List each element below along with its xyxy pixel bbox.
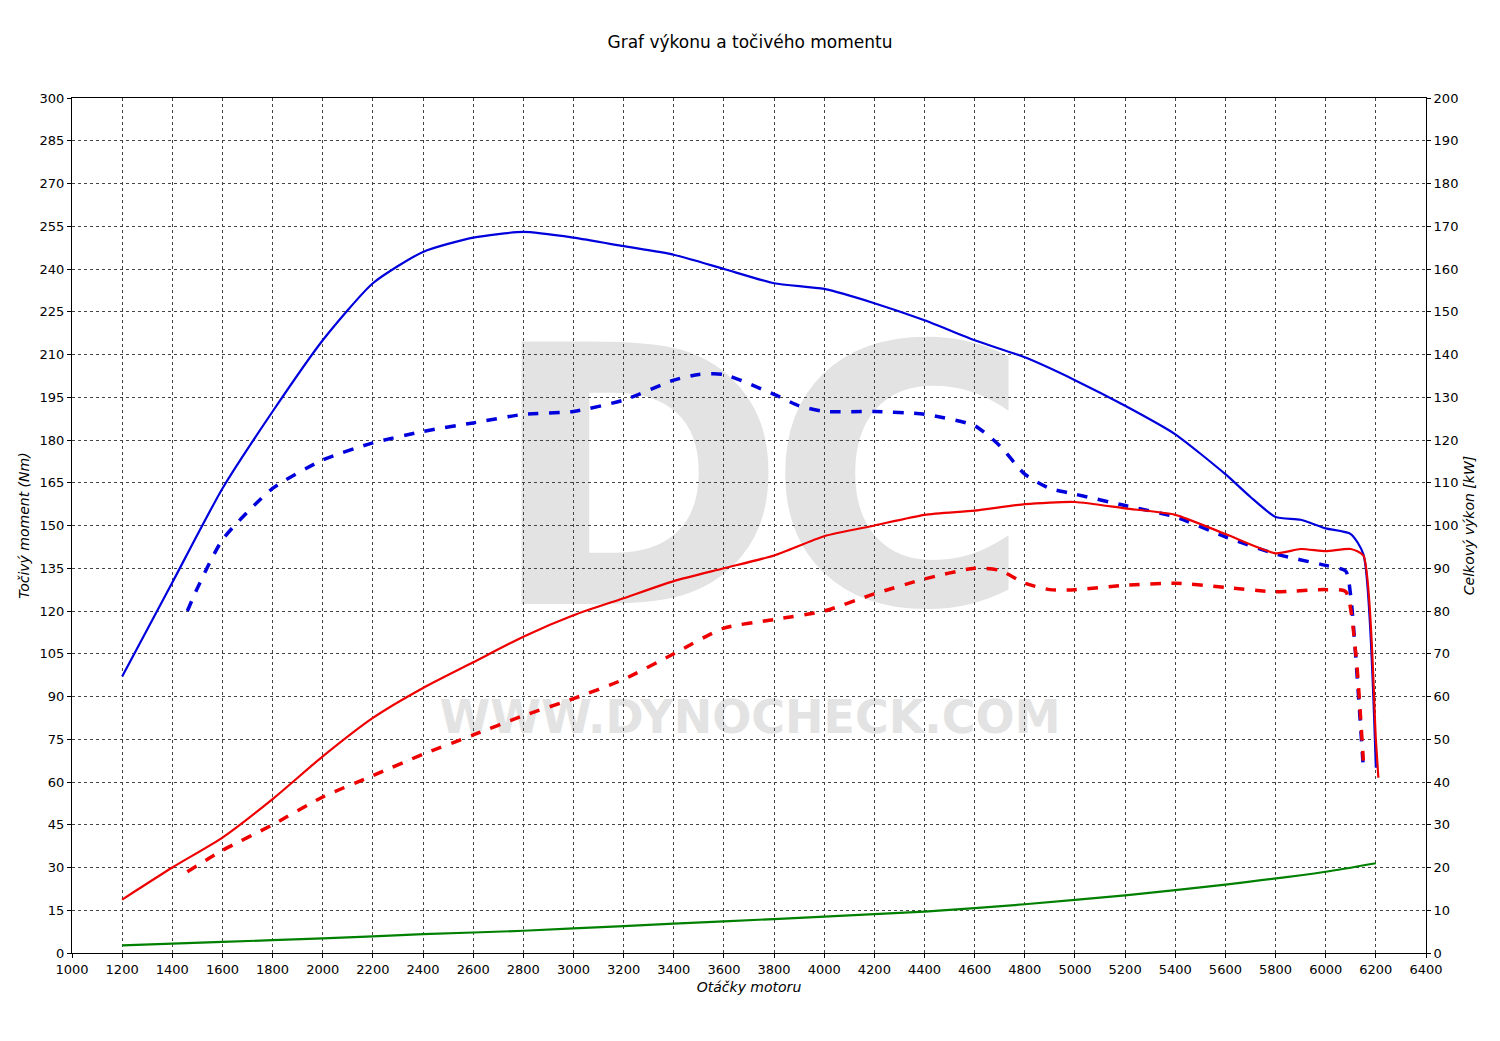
svg-text:1000: 1000 xyxy=(55,962,88,977)
svg-text:255: 255 xyxy=(40,219,65,234)
svg-text:50: 50 xyxy=(1434,732,1451,747)
svg-text:70: 70 xyxy=(1434,646,1451,661)
svg-text:225: 225 xyxy=(40,304,65,319)
svg-text:45: 45 xyxy=(48,817,65,832)
svg-text:Točivý moment (Nm): Točivý moment (Nm) xyxy=(16,452,32,598)
svg-text:6400: 6400 xyxy=(1409,962,1442,977)
svg-text:0: 0 xyxy=(1434,946,1442,961)
svg-text:2400: 2400 xyxy=(406,962,439,977)
svg-text:6200: 6200 xyxy=(1359,962,1392,977)
svg-text:1800: 1800 xyxy=(256,962,289,977)
svg-text:3600: 3600 xyxy=(707,962,740,977)
svg-text:4600: 4600 xyxy=(958,962,991,977)
svg-text:300: 300 xyxy=(40,91,65,106)
svg-text:1600: 1600 xyxy=(206,962,239,977)
svg-text:3800: 3800 xyxy=(758,962,791,977)
svg-text:2200: 2200 xyxy=(356,962,389,977)
svg-text:5000: 5000 xyxy=(1058,962,1091,977)
svg-text:2800: 2800 xyxy=(507,962,540,977)
svg-text:4200: 4200 xyxy=(858,962,891,977)
svg-text:15: 15 xyxy=(48,903,65,918)
svg-text:90: 90 xyxy=(1434,561,1451,576)
svg-text:170: 170 xyxy=(1434,219,1459,234)
svg-text:80: 80 xyxy=(1434,604,1451,619)
svg-text:4800: 4800 xyxy=(1008,962,1041,977)
svg-text:130: 130 xyxy=(1434,390,1459,405)
svg-text:5800: 5800 xyxy=(1259,962,1292,977)
svg-text:5200: 5200 xyxy=(1109,962,1142,977)
svg-text:10: 10 xyxy=(1434,903,1451,918)
svg-text:Otáčky motoru: Otáčky motoru xyxy=(697,979,802,995)
svg-text:1200: 1200 xyxy=(106,962,139,977)
svg-text:200: 200 xyxy=(1434,91,1459,106)
svg-text:135: 135 xyxy=(40,561,65,576)
svg-text:110: 110 xyxy=(1434,475,1459,490)
html-text:DC: DC xyxy=(488,270,1012,689)
svg-text:285: 285 xyxy=(40,133,65,148)
svg-text:5600: 5600 xyxy=(1209,962,1242,977)
svg-text:3200: 3200 xyxy=(607,962,640,977)
svg-text:150: 150 xyxy=(1434,304,1459,319)
svg-text:1400: 1400 xyxy=(156,962,189,977)
svg-text:90: 90 xyxy=(48,689,65,704)
svg-text:160: 160 xyxy=(1434,262,1459,277)
svg-text:105: 105 xyxy=(40,646,65,661)
svg-text:20: 20 xyxy=(1434,860,1451,875)
svg-text:195: 195 xyxy=(40,390,65,405)
svg-text:4400: 4400 xyxy=(908,962,941,977)
svg-text:30: 30 xyxy=(48,860,65,875)
svg-text:120: 120 xyxy=(40,604,65,619)
svg-text:2600: 2600 xyxy=(457,962,490,977)
svg-text:6000: 6000 xyxy=(1309,962,1342,977)
svg-text:140: 140 xyxy=(1434,347,1459,362)
svg-text:180: 180 xyxy=(40,433,65,448)
svg-text:60: 60 xyxy=(1434,689,1451,704)
svg-text:Celkový výkon [kW]: Celkový výkon [kW] xyxy=(1461,456,1477,595)
svg-text:5400: 5400 xyxy=(1159,962,1192,977)
svg-text:2000: 2000 xyxy=(306,962,339,977)
svg-text:165: 165 xyxy=(40,475,65,490)
svg-text:4000: 4000 xyxy=(808,962,841,977)
svg-text:3000: 3000 xyxy=(557,962,590,977)
svg-text:270: 270 xyxy=(40,176,65,191)
svg-text:Graf výkonu a točivého momentu: Graf výkonu a točivého momentu xyxy=(608,32,893,52)
svg-text:120: 120 xyxy=(1434,433,1459,448)
svg-text:40: 40 xyxy=(1434,775,1451,790)
svg-text:150: 150 xyxy=(40,518,65,533)
svg-text:190: 190 xyxy=(1434,133,1459,148)
svg-text:30: 30 xyxy=(1434,817,1451,832)
html-text:WWW.DYNOCHECK.COM: WWW.DYNOCHECK.COM xyxy=(439,690,1061,744)
svg-text:100: 100 xyxy=(1434,518,1459,533)
svg-text:3400: 3400 xyxy=(657,962,690,977)
svg-text:210: 210 xyxy=(40,347,65,362)
svg-text:0: 0 xyxy=(56,946,64,961)
svg-text:180: 180 xyxy=(1434,176,1459,191)
svg-text:75: 75 xyxy=(48,732,65,747)
svg-text:240: 240 xyxy=(40,262,65,277)
svg-text:60: 60 xyxy=(48,775,65,790)
